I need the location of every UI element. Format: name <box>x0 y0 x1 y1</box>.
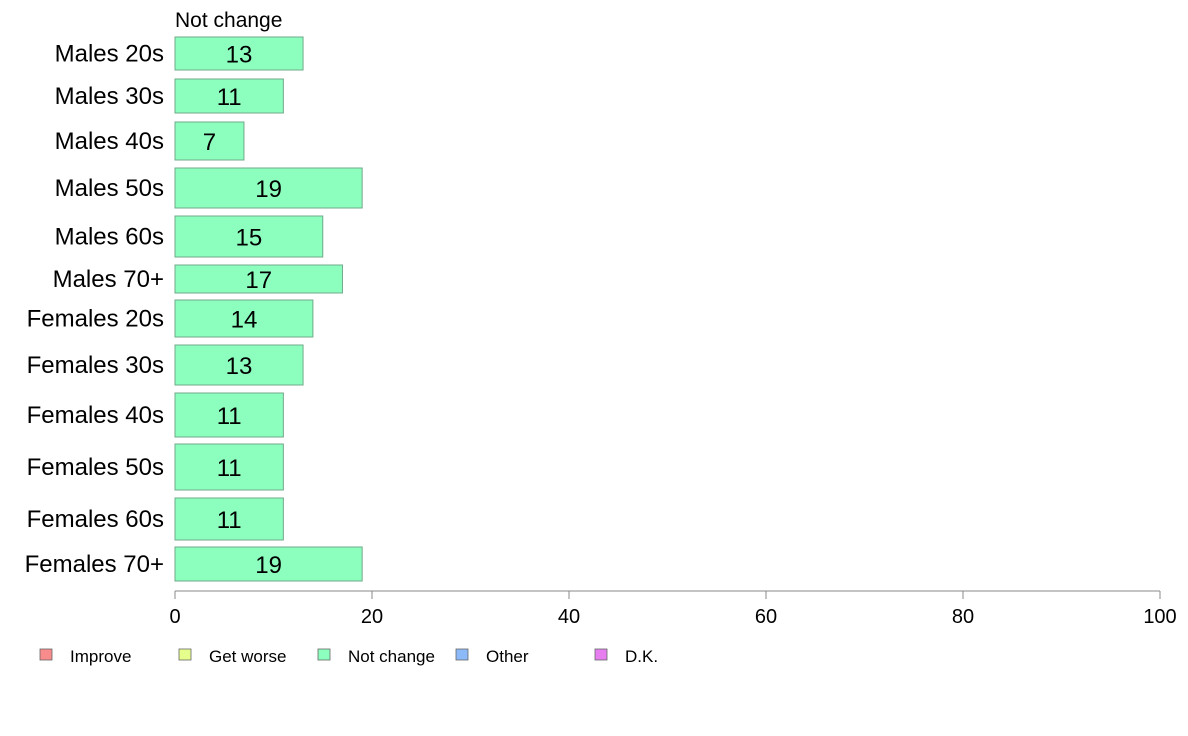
category-label: Males 40s <box>55 128 164 155</box>
bar <box>174 78 284 114</box>
bar <box>174 344 304 386</box>
category-label: Males 20s <box>55 41 164 68</box>
x-tick-label: 20 <box>361 606 383 628</box>
category-label: Males 50s <box>55 175 164 202</box>
bar <box>174 546 363 582</box>
bar-value-label: 17 <box>245 267 272 294</box>
category-label: Males 70+ <box>53 266 164 293</box>
x-tick-label: 60 <box>755 606 777 628</box>
bar <box>174 36 304 71</box>
bar <box>174 497 284 541</box>
bar <box>174 299 314 338</box>
x-tick-label: 80 <box>952 606 974 628</box>
legend: Improve Get worse Not change Other D.K. <box>39 647 658 666</box>
legend-swatch <box>455 648 469 661</box>
legend-label: Not change <box>348 647 435 666</box>
bar <box>174 121 245 161</box>
x-tick-label: 0 <box>169 606 180 628</box>
x-tick-label: 40 <box>558 606 580 628</box>
bar-value-label: 13 <box>226 42 253 69</box>
x-axis: 0 20 40 60 80 100 <box>169 590 1177 628</box>
category-label: Males 60s <box>55 224 164 251</box>
bar <box>174 215 324 258</box>
bar-value-label: 13 <box>226 353 253 380</box>
bar-value-label: 11 <box>217 403 242 430</box>
bar <box>174 443 284 491</box>
category-label: Females 20s <box>27 306 164 333</box>
legend-label: D.K. <box>625 647 658 666</box>
bars-group: Males 20s 13 Males 30s 11 Males 40s 7 Males 50… <box>25 36 363 582</box>
bar-value-label: 7 <box>203 129 216 156</box>
category-label: Females 50s <box>27 454 164 481</box>
category-label: Females 30s <box>27 352 164 379</box>
legend-swatch <box>178 648 192 661</box>
category-label: Females 70+ <box>25 551 164 578</box>
bar <box>174 392 284 438</box>
x-tick-label: 100 <box>1143 606 1176 628</box>
bar-value-label: 15 <box>236 225 263 252</box>
legend-swatch <box>39 648 53 661</box>
legend-swatch <box>594 648 608 661</box>
bar-value-label: 11 <box>217 507 242 534</box>
legend-swatch <box>317 648 331 661</box>
bar-value-label: 19 <box>255 552 282 579</box>
bar-value-label: 11 <box>217 84 242 111</box>
category-label: Females 40s <box>27 402 164 429</box>
series-header: Not change <box>175 9 282 32</box>
legend-label: Improve <box>70 647 131 666</box>
bar-value-label: 19 <box>255 176 282 203</box>
bar-value-label: 14 <box>231 307 258 334</box>
bar <box>174 264 343 294</box>
category-label: Females 60s <box>27 506 164 533</box>
bar-value-label: 11 <box>217 455 242 482</box>
category-label: Males 30s <box>55 83 164 110</box>
legend-label: Other <box>486 647 529 666</box>
legend-label: Get worse <box>209 647 286 666</box>
bar <box>174 167 363 209</box>
